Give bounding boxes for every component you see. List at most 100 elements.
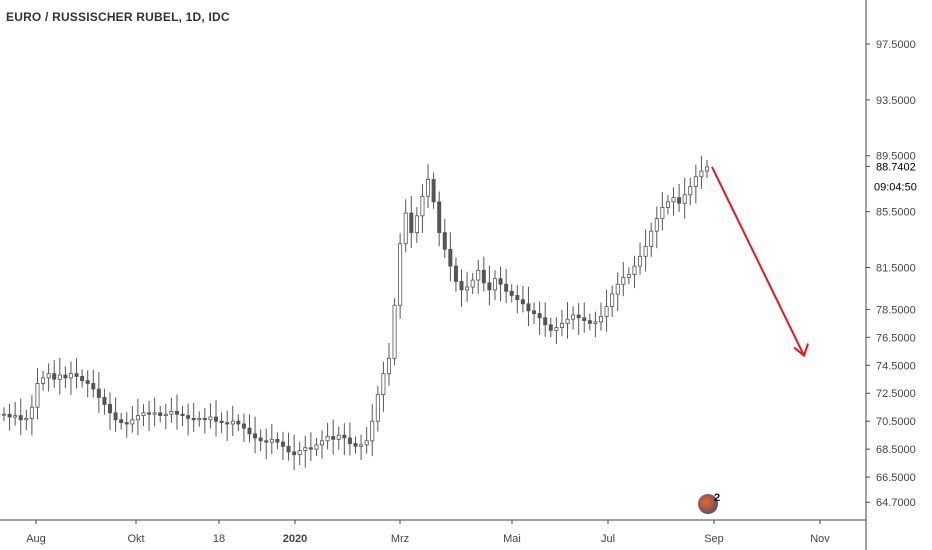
candle-body (191, 417, 196, 421)
candle-body (582, 317, 587, 321)
candle-body (253, 433, 258, 439)
candle-body (113, 412, 118, 421)
candle-body (52, 373, 57, 380)
y-tick-label: 85.5000 (876, 207, 916, 219)
x-tick-label: Mai (503, 533, 521, 545)
candle-body (638, 255, 643, 267)
badge-number: 2 (714, 492, 721, 504)
candle-body (130, 419, 135, 425)
candle-body (386, 357, 391, 375)
candle-body (677, 197, 682, 204)
candle-body (230, 420, 235, 425)
candle-body (532, 310, 537, 315)
candle-body (682, 194, 687, 204)
candle-body (604, 306, 609, 317)
forecast-arrow-head (793, 343, 809, 358)
candle-body (693, 176, 698, 187)
candle-body (186, 415, 191, 419)
candle-body (41, 377, 46, 384)
candle-body (169, 411, 174, 415)
candle-body (593, 321, 598, 324)
logo-badge-icon[interactable] (698, 494, 718, 514)
candle-body (219, 420, 224, 423)
candle-body (431, 179, 436, 203)
candle-body (660, 207, 665, 219)
candle-body (29, 406, 34, 419)
y-tick-label: 70.5000 (876, 416, 916, 428)
candle-body (247, 427, 252, 435)
candle-body (96, 388, 101, 398)
candle-body (481, 269, 486, 284)
candle-body (504, 283, 509, 292)
candle-body (68, 373, 73, 379)
candle-body (286, 445, 291, 453)
x-tick-label: Sep (704, 533, 724, 545)
y-tick-label: 93.5000 (876, 95, 916, 107)
current-price-label: 88.7402 (876, 161, 916, 173)
candle-body (548, 324, 553, 331)
y-tick-label: 78.5000 (876, 304, 916, 316)
candle-body (492, 278, 497, 291)
x-tick-label: Jul (601, 533, 615, 545)
candle-body (280, 441, 285, 447)
candle-body (654, 218, 659, 232)
candle-body (649, 230, 654, 247)
x-tick-label: 2020 (283, 533, 307, 545)
candle-body (152, 412, 157, 415)
candle-body (225, 422, 230, 425)
candle-body (364, 440, 369, 446)
candle-body (543, 317, 548, 326)
candle-body (102, 397, 107, 405)
candle-body (615, 283, 620, 295)
candle-body (665, 201, 670, 208)
y-tick-label: 66.5000 (876, 472, 916, 484)
forecast-arrow-line[interactable] (711, 166, 805, 356)
candle-body (331, 436, 336, 440)
candle-body (342, 434, 347, 439)
candle-body (442, 232, 447, 250)
candle-body (275, 438, 280, 443)
candle-body (353, 443, 358, 447)
candle-body (297, 450, 302, 456)
candle-body (699, 170, 704, 178)
x-tick-label: Mrz (391, 533, 409, 545)
candle-body (537, 313, 542, 319)
candle-body (420, 195, 425, 217)
candle-body (392, 304, 397, 359)
candle-body (135, 415, 140, 421)
candle-body (320, 440, 325, 446)
candle-body (241, 423, 246, 429)
candle-body (208, 416, 213, 421)
candle-body (124, 422, 129, 425)
candle-body (74, 373, 79, 377)
candle-body (80, 376, 85, 382)
y-tick-label: 81.5000 (876, 263, 916, 275)
candle-body (163, 413, 168, 416)
candle-body (465, 286, 470, 291)
candle-body (180, 413, 185, 416)
candle-body (448, 248, 453, 267)
candle-body (381, 373, 386, 396)
candle-body (292, 451, 297, 456)
candle-body (202, 417, 207, 421)
candle-body (303, 447, 308, 451)
candle-body (325, 436, 330, 442)
candle-body (46, 373, 51, 379)
candle-body (85, 380, 90, 384)
candle-body (359, 444, 364, 447)
candle-body (236, 420, 241, 425)
y-tick-label: 68.5000 (876, 444, 916, 456)
countdown-label: 09:04:50 (874, 181, 917, 193)
candle-body (91, 383, 96, 390)
candle-body (2, 413, 7, 416)
y-tick-label: 74.5000 (876, 360, 916, 372)
y-tick-label: 72.5000 (876, 388, 916, 400)
candle-body (398, 243, 403, 306)
candle-body (520, 299, 525, 305)
candle-body (174, 411, 179, 415)
candle-body (459, 281, 464, 291)
x-tick-label: Nov (810, 533, 830, 545)
candle-body (414, 215, 419, 233)
candle-body (598, 315, 603, 323)
